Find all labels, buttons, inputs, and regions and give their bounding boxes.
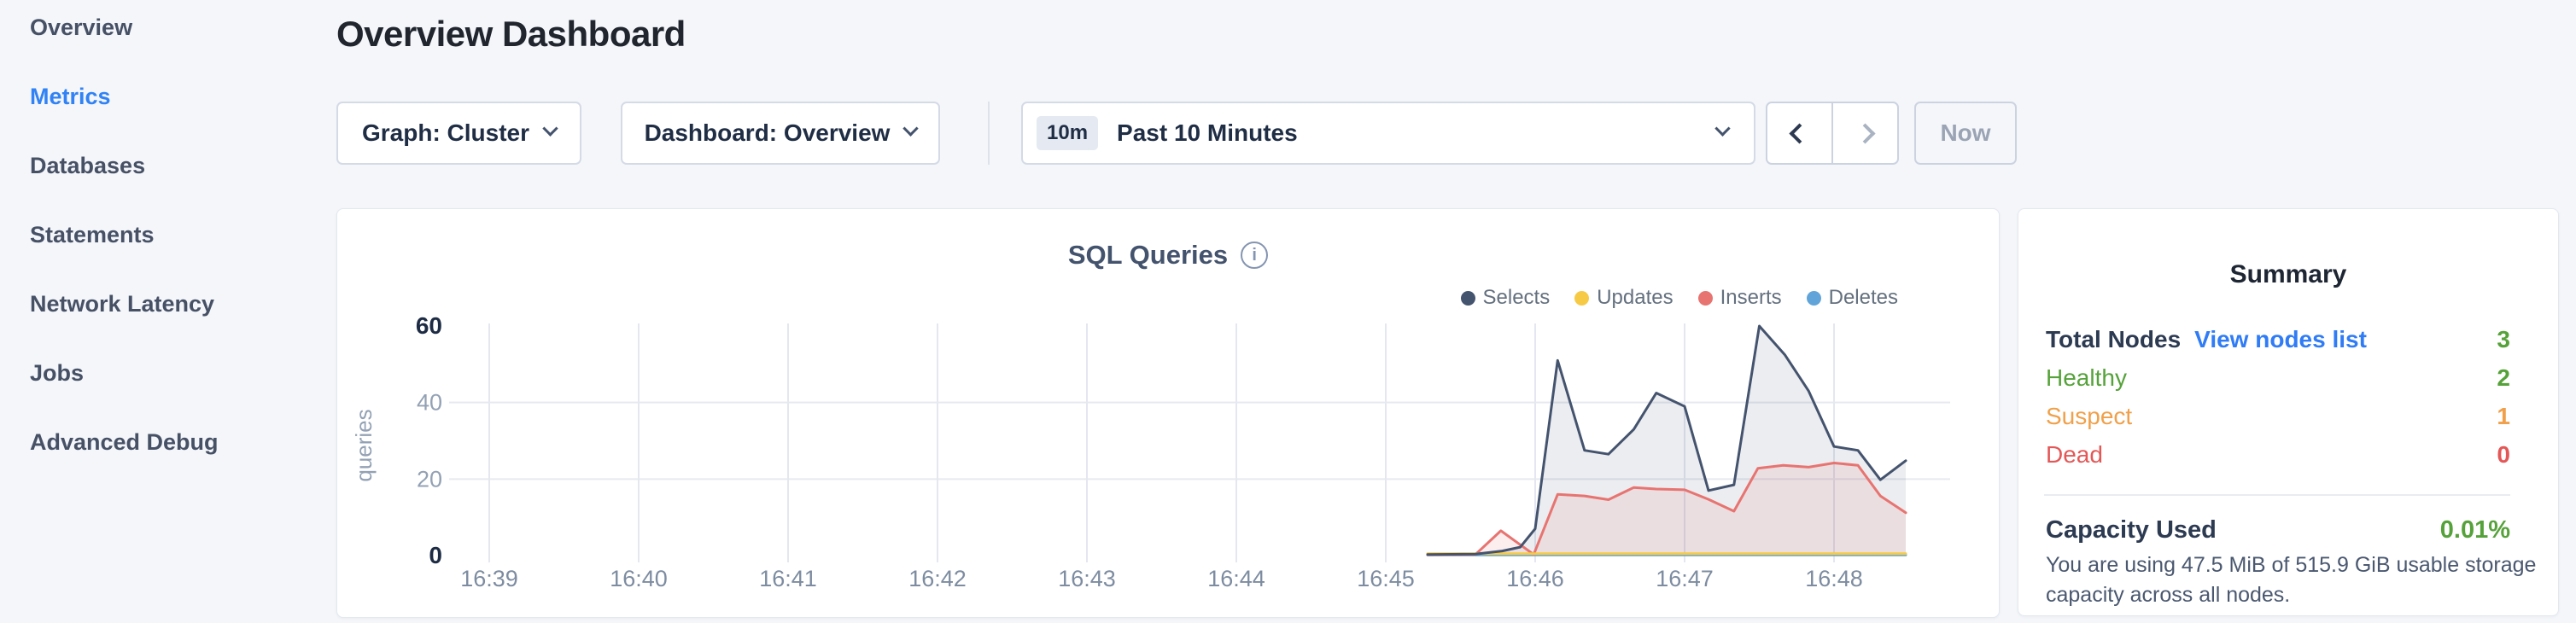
sidebar-item-advanced-debug[interactable]: Advanced Debug (30, 429, 219, 455)
chevron-down-icon (542, 119, 558, 137)
legend-label: Updates (1597, 286, 1674, 309)
legend-item-selects: Selects (1460, 286, 1551, 310)
chevron-down-icon (1714, 119, 1731, 137)
legend-label: Deletes (1828, 286, 1898, 309)
summary-row-healthy: Healthy 2 (2046, 358, 2510, 397)
chart-legend: Selects Updates Inserts Deletes (1460, 286, 1898, 310)
time-range-label: Past 10 Minutes (1117, 119, 1298, 146)
chevron-right-icon (1855, 122, 1876, 144)
sidebar-item-overview[interactable]: Overview (30, 15, 133, 40)
x-gridlines-and-labels: 16:39 16:40 16:41 16:42 16:43 16:44 16:45 16:46… (460, 323, 1863, 591)
sidebar-item-jobs[interactable]: Jobs (30, 360, 85, 386)
summary-title: Summary (2229, 260, 2347, 288)
svg-text:60: 60 (416, 312, 442, 339)
svg-text:16:44: 16:44 (1207, 566, 1265, 591)
svg-text:16:42: 16:42 (908, 566, 967, 591)
svg-text:16:39: 16:39 (460, 566, 518, 591)
graph-dropdown-label: Graph: Cluster (361, 119, 530, 146)
chart-title: SQL Queries (1067, 240, 1229, 270)
summary-rows: Total Nodes View nodes list 3 Healthy 2 Suspe… (2046, 320, 2510, 474)
legend-dot-inserts (1697, 290, 1713, 306)
summary-row-label: Dead (2046, 440, 2103, 468)
series-line-selects (1426, 324, 1907, 556)
svg-text:40: 40 (417, 390, 442, 416)
sidebar-item-statements[interactable]: Statements (30, 222, 155, 247)
now-button[interactable]: Now (1914, 102, 2017, 165)
legend-item-inserts: Inserts (1697, 286, 1782, 310)
svg-text:16:40: 16:40 (610, 566, 668, 591)
summary-divider (2044, 494, 2510, 496)
time-range-badge: 10m (1037, 116, 1099, 150)
sql-queries-chart[interactable]: 16:39 16:40 16:41 16:42 16:43 16:44 16:45 16:46… (337, 305, 2001, 599)
legend-label: Selects (1482, 286, 1551, 309)
series-area-selects (1428, 326, 1906, 556)
svg-text:20: 20 (417, 466, 442, 492)
legend-dot-selects (1460, 290, 1475, 306)
summary-row-value: 3 (2497, 325, 2510, 352)
summary-row-value: 0 (2497, 440, 2510, 468)
svg-text:16:47: 16:47 (1656, 566, 1714, 591)
chevron-left-icon (1789, 122, 1810, 144)
svg-text:16:48: 16:48 (1805, 566, 1863, 591)
chevron-down-icon (902, 119, 920, 137)
time-next-button[interactable] (1833, 103, 1897, 163)
svg-text:16:43: 16:43 (1058, 566, 1116, 591)
capacity-row: Capacity Used 0.01% (2046, 513, 2510, 547)
sidebar: Overview Metrics Databases Statements Networ… (0, 0, 333, 623)
svg-text:16:41: 16:41 (759, 566, 817, 591)
page-title: Overview Dashboard (336, 14, 686, 54)
sidebar-item-metrics[interactable]: Metrics (30, 84, 111, 109)
summary-row-value: 1 (2497, 402, 2510, 429)
svg-text:16:45: 16:45 (1357, 566, 1415, 591)
time-prev-button[interactable] (1767, 103, 1833, 163)
series-area-inserts (1428, 463, 1906, 556)
summary-row-label: Suspect (2046, 402, 2133, 429)
info-icon[interactable]: i (1241, 242, 1269, 269)
chart-title-row: SQL Queries i (337, 240, 1999, 271)
toolbar: Graph: Cluster Dashboard: Overview 10m P… (336, 102, 2044, 165)
summary-row-total-nodes: Total Nodes View nodes list 3 (2046, 320, 2510, 358)
dashboard-dropdown-label: Dashboard: Overview (644, 119, 891, 146)
legend-item-deletes: Deletes (1806, 286, 1898, 310)
summary-row-dead: Dead 0 (2046, 435, 2510, 474)
time-step-buttons (1766, 102, 1899, 165)
legend-dot-updates (1574, 290, 1590, 306)
svg-text:16:46: 16:46 (1506, 566, 1564, 591)
legend-item-updates: Updates (1574, 286, 1674, 310)
svg-text:0: 0 (429, 542, 442, 568)
y-axis-unit-label: queries (351, 409, 377, 481)
toolbar-divider (988, 102, 990, 165)
summary-row-suspect: Suspect 1 (2046, 397, 2510, 435)
time-range-selector[interactable]: 10m Past 10 Minutes (1021, 102, 1755, 165)
summary-row-value: 2 (2497, 364, 2510, 391)
sidebar-item-network-latency[interactable]: Network Latency (30, 291, 215, 317)
capacity-used-label: Capacity Used (2046, 515, 2217, 544)
capacity-description: You are using 47.5 MiB of 515.9 GiB usab… (2046, 553, 2537, 607)
y-gridlines-and-labels: 0 20 40 60 (416, 312, 1950, 568)
legend-label: Inserts (1720, 286, 1782, 309)
sidebar-item-databases[interactable]: Databases (30, 153, 146, 178)
capacity-used-value: 0.01% (2439, 515, 2510, 544)
chart-panel: SQL Queries i Selects Updates Inserts Delet… (336, 208, 2000, 618)
graph-dropdown[interactable]: Graph: Cluster (336, 102, 581, 165)
dashboard-dropdown[interactable]: Dashboard: Overview (621, 102, 940, 165)
summary-panel: Summary Total Nodes View nodes list 3 Healt… (2018, 208, 2559, 616)
summary-row-label: Total Nodes (2046, 325, 2182, 352)
main-area: Overview Dashboard Graph: Cluster Dashbo… (336, 0, 2576, 623)
view-nodes-list-link[interactable]: View nodes list (2194, 325, 2367, 352)
summary-row-label: Healthy (2046, 364, 2127, 391)
legend-dot-deletes (1806, 290, 1821, 306)
